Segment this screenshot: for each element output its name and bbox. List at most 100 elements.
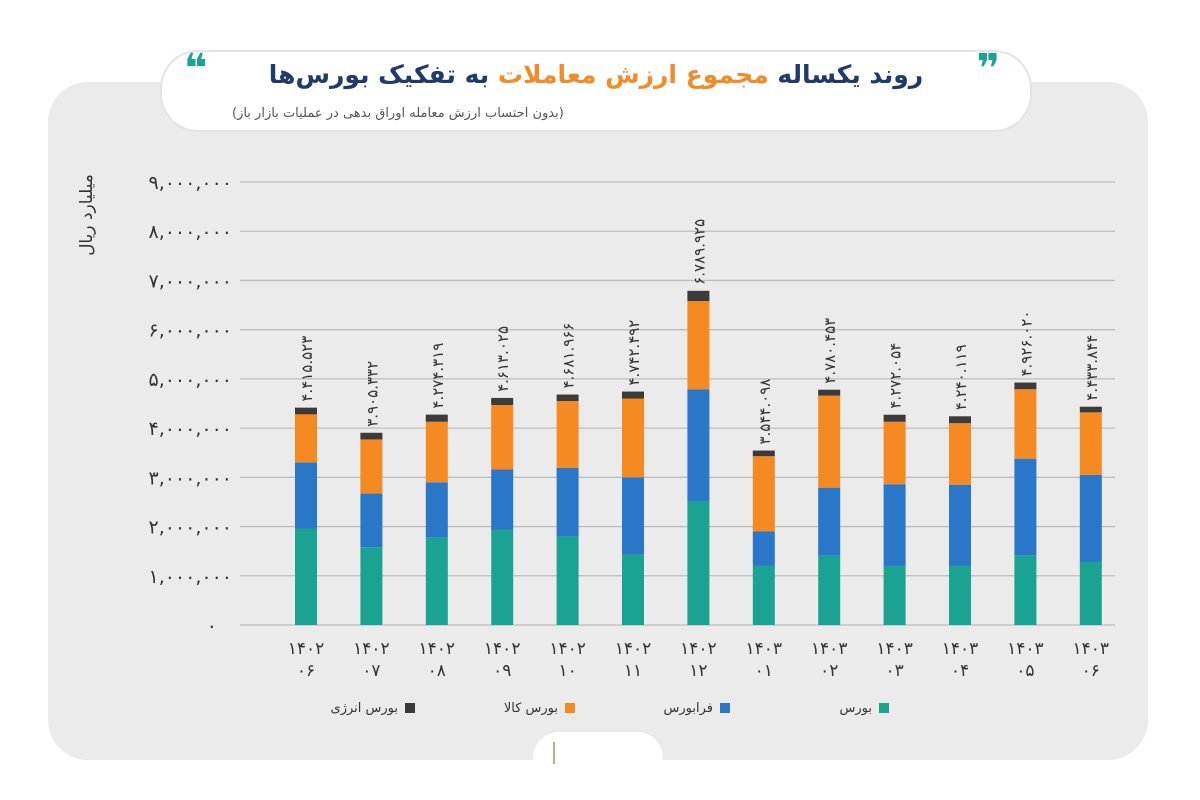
bar-total-label: ۶.۷۸۹.۹۲۵ bbox=[690, 219, 708, 285]
x-tick-month: ۰۱ bbox=[755, 661, 773, 681]
x-tick-year: ۱۴۰۲ bbox=[419, 639, 456, 659]
bar-segment-farabourse bbox=[1014, 458, 1037, 556]
bar-segment-farabourse bbox=[687, 389, 710, 501]
x-tick-month: ۱۰ bbox=[558, 661, 576, 681]
bar-segment-energy bbox=[687, 290, 710, 302]
bar-segment-bourse bbox=[360, 547, 383, 625]
tab-mark bbox=[553, 742, 555, 764]
x-tick-month: ۰۶ bbox=[297, 661, 315, 681]
y-tick-label: ۷,۰۰۰,۰۰۰ bbox=[148, 270, 232, 292]
legend-label: بورس bbox=[840, 701, 872, 716]
y-tick-label: ۳,۰۰۰,۰۰۰ bbox=[148, 467, 232, 489]
bar-segment-bourse bbox=[295, 528, 317, 625]
quote-close-icon: ❝ bbox=[184, 46, 208, 92]
bar-segment-kala bbox=[425, 421, 448, 483]
bar-total-label: ۴.۲۷۲.۰۵۴ bbox=[887, 343, 905, 409]
y-tick-label: ۵,۰۰۰,۰۰۰ bbox=[148, 369, 232, 391]
bar-total-label: ۴.۶۱۳.۰۲۵ bbox=[494, 326, 512, 392]
bar-segment-bourse bbox=[1014, 555, 1037, 625]
y-tick-label: ۹,۰۰۰,۰۰۰ bbox=[148, 172, 232, 194]
x-tick-month: ۰۸ bbox=[428, 661, 446, 681]
y-tick-label: ۴,۰۰۰,۰۰۰ bbox=[148, 418, 232, 440]
y-tick-label: ۸,۰۰۰,۰۰۰ bbox=[148, 221, 232, 243]
bar-segment-kala bbox=[687, 301, 710, 390]
legend-label: بورس انرژی bbox=[331, 701, 398, 716]
bar-segment-kala bbox=[818, 395, 841, 488]
bar-segment-kala bbox=[622, 398, 644, 478]
x-tick-month: ۱۱ bbox=[624, 661, 642, 681]
bar-segment-kala bbox=[1079, 412, 1102, 475]
bar-segment-farabourse bbox=[622, 477, 644, 555]
bar-segment-kala bbox=[360, 439, 383, 494]
legend-label: بورس کالا bbox=[504, 701, 558, 716]
x-tick-year: ۱۴۰۲ bbox=[288, 639, 325, 659]
bar-segment-energy bbox=[1014, 382, 1037, 390]
bar-segment-bourse bbox=[752, 565, 775, 625]
bar-segment-energy bbox=[622, 391, 644, 399]
bar-total-label: ۴.۲۴۰.۱۱۹ bbox=[952, 344, 970, 410]
y-tick-label: ۲,۰۰۰,۰۰۰ bbox=[148, 517, 232, 539]
x-tick-year: ۱۴۰۳ bbox=[876, 639, 913, 659]
x-tick-year: ۱۴۰۳ bbox=[811, 639, 848, 659]
x-tick-year: ۱۴۰۳ bbox=[942, 639, 979, 659]
x-tick-month: ۱۲ bbox=[689, 661, 707, 681]
bar-segment-kala bbox=[556, 401, 579, 468]
x-tick-month: ۰۹ bbox=[493, 661, 511, 681]
bar-segment-bourse bbox=[818, 555, 841, 625]
bar-segment-farabourse bbox=[818, 487, 841, 556]
bar-segment-kala bbox=[752, 456, 775, 532]
bar-total-label: ۳.۵۴۴.۰۹۸ bbox=[756, 379, 774, 445]
bar-segment-bourse bbox=[1079, 561, 1102, 625]
quote-open-icon: ❞ bbox=[976, 46, 1000, 92]
chart-subtitle: (بدون احتساب ارزش معامله اوراق بدهی در ع… bbox=[232, 106, 564, 121]
bar-segment-kala bbox=[491, 404, 514, 470]
bar-segment-farabourse bbox=[752, 531, 775, 566]
bar-segment-kala bbox=[1014, 389, 1037, 459]
bar-total-label: ۴.۴۱۵.۵۲۳ bbox=[298, 336, 316, 402]
bar-segment-energy bbox=[1079, 406, 1102, 413]
bar-segment-energy bbox=[360, 432, 383, 440]
title-part-3: به تفکیک بورس‌ها bbox=[268, 60, 490, 89]
bar-segment-energy bbox=[949, 416, 971, 424]
x-tick-month: ۰۷ bbox=[362, 661, 380, 681]
bar-segment-farabourse bbox=[425, 482, 448, 538]
bar-total-label: ۴.۲۷۴.۳۱۹ bbox=[429, 343, 447, 409]
x-tick-month: ۰۲ bbox=[820, 661, 838, 681]
bar-segment-kala bbox=[295, 414, 317, 463]
bar-segment-bourse bbox=[491, 529, 514, 625]
bar-total-label: ۴.۶۸۱.۹۶۶ bbox=[560, 323, 578, 389]
x-tick-year: ۱۴۰۲ bbox=[484, 639, 521, 659]
bar-segment-bourse bbox=[883, 565, 906, 625]
bottom-tab bbox=[533, 732, 663, 782]
bar-segment-bourse bbox=[949, 565, 971, 625]
bar-total-label: ۴.۴۳۳.۸۴۴ bbox=[1083, 335, 1101, 401]
chart-title: روند یکساله مجموع ارزش معاملات به تفکیک … bbox=[162, 60, 1030, 89]
bar-segment-bourse bbox=[425, 537, 448, 625]
legend-label: فرابورس bbox=[664, 701, 713, 716]
bar-segment-farabourse bbox=[556, 467, 579, 537]
x-tick-year: ۱۴۰۳ bbox=[746, 639, 783, 659]
bar-segment-farabourse bbox=[949, 484, 971, 566]
x-tick-month: ۰۵ bbox=[1016, 661, 1034, 681]
x-tick-month: ۰۴ bbox=[951, 661, 969, 681]
bar-segment-bourse bbox=[687, 500, 710, 625]
x-tick-month: ۰۳ bbox=[885, 661, 903, 681]
y-tick-label: ۶,۰۰۰,۰۰۰ bbox=[148, 320, 232, 342]
x-tick-year: ۱۴۰۳ bbox=[1073, 639, 1110, 659]
x-tick-month: ۰۶ bbox=[1082, 661, 1100, 681]
legend-swatch bbox=[565, 703, 575, 713]
x-tick-year: ۱۴۰۳ bbox=[1007, 639, 1044, 659]
y-axis-label: میلیارد ریال bbox=[77, 174, 97, 256]
legend-swatch bbox=[720, 703, 730, 713]
bar-segment-energy bbox=[425, 414, 448, 422]
bar-segment-energy bbox=[491, 397, 514, 405]
title-banner: ❞ ❝ روند یکساله مجموع ارزش معاملات به تف… bbox=[162, 46, 1030, 130]
bar-segment-energy bbox=[883, 414, 906, 422]
bar-segment-bourse bbox=[556, 536, 579, 625]
x-tick-year: ۱۴۰۲ bbox=[680, 639, 717, 659]
bar-segment-kala bbox=[883, 421, 906, 485]
legend-swatch bbox=[879, 703, 889, 713]
bar-segment-bourse bbox=[622, 554, 644, 625]
bar-segment-farabourse bbox=[360, 493, 383, 548]
